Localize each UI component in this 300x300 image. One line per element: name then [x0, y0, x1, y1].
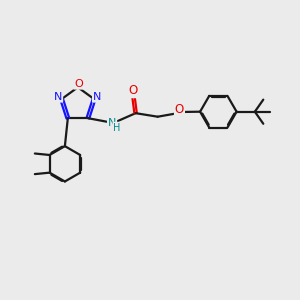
Text: N: N [93, 92, 101, 102]
Text: H: H [113, 123, 121, 133]
Text: O: O [129, 84, 138, 97]
Text: O: O [74, 79, 83, 89]
Text: O: O [175, 103, 184, 116]
Text: N: N [108, 118, 116, 128]
Text: N: N [54, 92, 62, 102]
